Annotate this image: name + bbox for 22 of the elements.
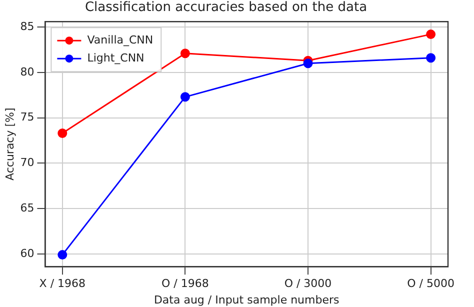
point bbox=[58, 250, 68, 260]
point bbox=[426, 53, 436, 63]
point bbox=[180, 92, 190, 102]
y-axis-title: Accuracy [%] bbox=[3, 108, 16, 180]
y-tick-label: 70 bbox=[20, 156, 34, 170]
y-tick-label: 80 bbox=[20, 65, 34, 78]
y-tick-label: 85 bbox=[20, 20, 34, 33]
y-tick-label: 60 bbox=[20, 246, 34, 260]
point bbox=[426, 30, 436, 40]
x-tick-label: X / 1968 bbox=[39, 277, 86, 290]
point bbox=[303, 58, 313, 68]
x-tick-label: O / 5000 bbox=[407, 277, 454, 290]
legend-label: Vanilla_CNN bbox=[87, 33, 154, 46]
x-tick-label: O / 3000 bbox=[284, 277, 332, 290]
x-axis-title: Data aug / Input sample numbers bbox=[154, 293, 340, 306]
chart-title: Classification accuracies based on the data bbox=[84, 0, 368, 16]
legend-label: Light_CNN bbox=[87, 51, 144, 64]
point bbox=[58, 128, 68, 138]
point bbox=[180, 48, 190, 58]
y-tick-label: 75 bbox=[20, 110, 34, 124]
x-tick-label: O / 1968 bbox=[162, 277, 209, 290]
y-tick-label: 65 bbox=[20, 201, 34, 214]
